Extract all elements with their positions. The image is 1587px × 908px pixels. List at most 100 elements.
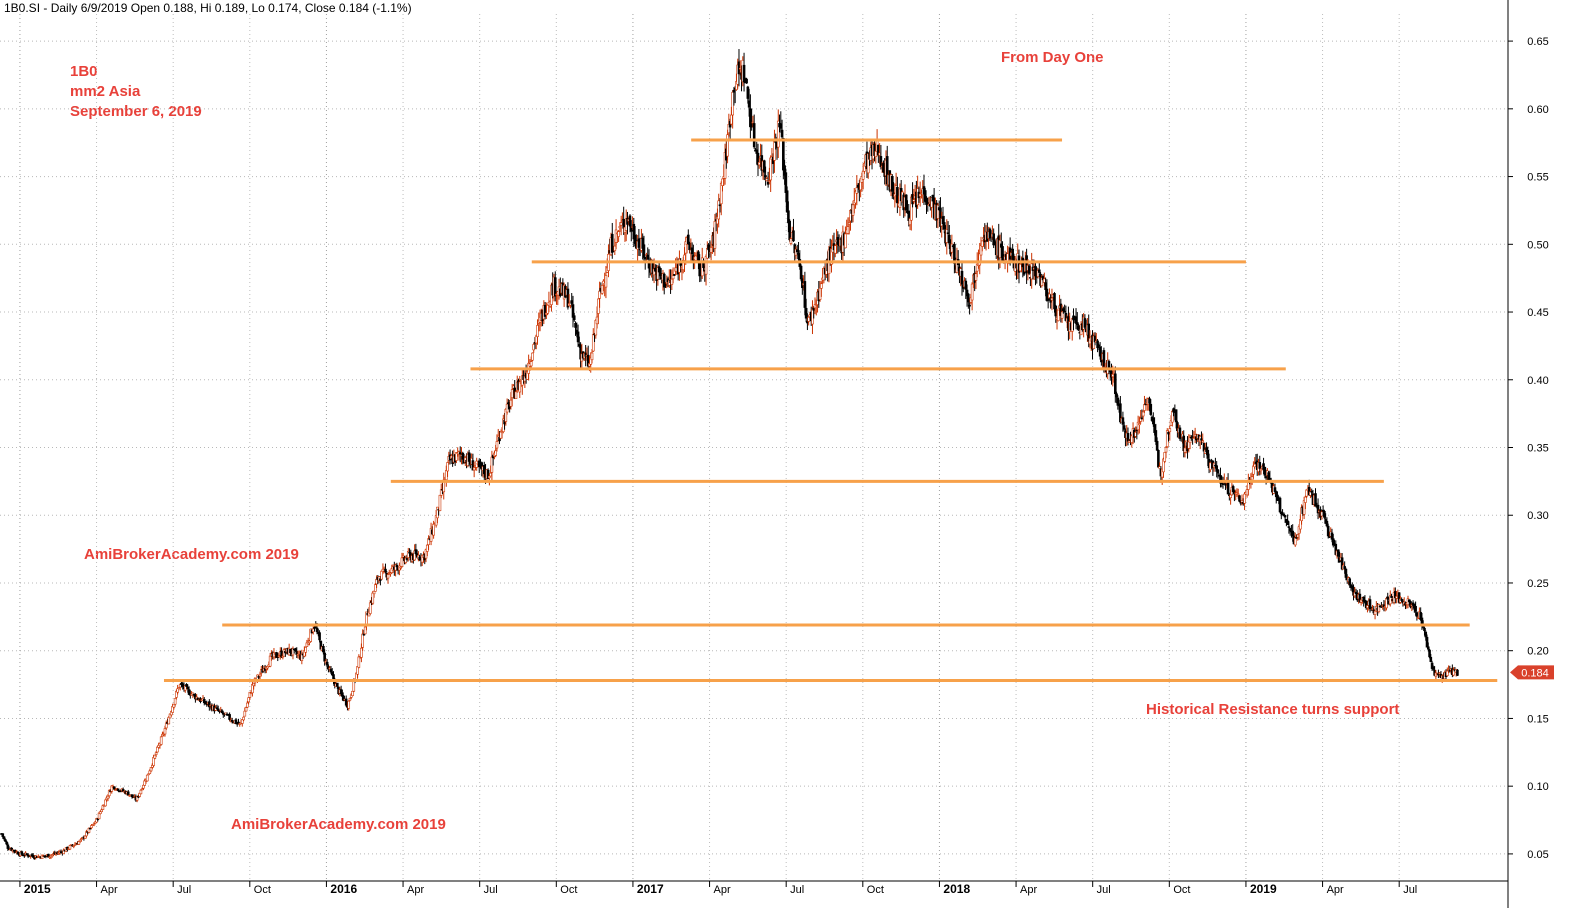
- candle-body: [1044, 282, 1047, 291]
- candle-body: [252, 683, 255, 686]
- y-tick-label: 0.10: [1527, 781, 1548, 793]
- candle-body: [960, 270, 964, 285]
- x-year-label: 2017: [637, 882, 664, 896]
- y-tick-label: 0.25: [1527, 578, 1548, 590]
- candle-body: [1063, 310, 1066, 313]
- candle-body: [811, 308, 814, 325]
- x-month-label: Jul: [790, 884, 804, 896]
- chart-header: 1B0.SI - Daily 6/9/2019 Open 0.188, Hi 0…: [4, 1, 412, 15]
- candle-body: [600, 285, 604, 294]
- candle-body: [1097, 345, 1101, 347]
- candle-body: [1050, 297, 1054, 301]
- candle-body: [904, 194, 908, 211]
- candle-body: [1258, 462, 1262, 469]
- candle-body: [789, 238, 793, 244]
- candle-body: [400, 557, 404, 567]
- candle-body: [309, 628, 313, 642]
- candle-body: [570, 300, 574, 304]
- candle-body: [172, 703, 176, 708]
- candle-body: [763, 160, 766, 173]
- candle-body: [258, 673, 262, 677]
- candle-body: [1278, 497, 1282, 513]
- candle-body: [1140, 417, 1144, 420]
- candle-body: [1221, 483, 1225, 485]
- candle-body: [1304, 496, 1307, 503]
- candle-body: [1423, 627, 1426, 632]
- candle-body: [1, 833, 5, 837]
- candle-body: [818, 287, 822, 300]
- candle-body: [803, 281, 807, 308]
- candle-body: [5, 841, 8, 845]
- candle-body: [617, 231, 620, 237]
- candle-body: [357, 656, 361, 668]
- company-label: mm2 Asia: [70, 83, 141, 100]
- candle-body: [414, 549, 418, 555]
- candle-body: [1425, 636, 1429, 648]
- candle-body: [99, 811, 102, 814]
- candle-body: [1018, 263, 1022, 272]
- candle-body: [1193, 434, 1197, 437]
- candle-body: [230, 720, 234, 722]
- grid-lines: [0, 14, 1508, 881]
- candle-body: [673, 274, 676, 276]
- candle-body: [998, 240, 1002, 258]
- candle-body: [228, 714, 231, 720]
- candle-body: [812, 307, 816, 311]
- x-month-label: Jul: [1403, 884, 1417, 896]
- candle-body: [371, 592, 375, 604]
- candle-body: [614, 229, 618, 243]
- x-month-label: Apr: [714, 884, 731, 896]
- candle-body: [979, 245, 983, 256]
- candle-body: [244, 707, 248, 712]
- candle-body: [717, 200, 721, 220]
- y-tick-label: 0.20: [1527, 646, 1548, 658]
- candle-body: [313, 627, 316, 629]
- candle-body: [401, 555, 405, 558]
- candle-body: [1174, 409, 1178, 423]
- candle-body: [784, 172, 788, 193]
- resistance-lines: [163, 138, 1498, 683]
- candle-body: [243, 710, 247, 717]
- candle-body: [553, 277, 557, 297]
- candle-body: [1209, 462, 1212, 470]
- candle-body: [719, 182, 723, 205]
- candle-body: [780, 129, 784, 138]
- candle-body: [185, 683, 188, 687]
- candle-body: [488, 475, 491, 479]
- candle-body: [980, 240, 984, 247]
- candle-body: [304, 647, 307, 653]
- candle-body: [610, 233, 614, 253]
- watermark-upper: AmiBrokerAcademy.com 2019: [84, 546, 299, 563]
- candle-body: [1027, 265, 1031, 274]
- candle-body: [1326, 525, 1330, 537]
- y-tick-label: 0.60: [1527, 104, 1548, 116]
- candle-body: [776, 120, 780, 148]
- candle-body: [1428, 649, 1431, 658]
- symbol-label: 1B0: [70, 63, 98, 80]
- candle-body: [1155, 440, 1159, 451]
- candle-body: [257, 676, 261, 678]
- candle-body: [896, 187, 899, 204]
- candle-body: [1083, 318, 1087, 328]
- candle-body: [40, 854, 44, 860]
- candle-body: [405, 558, 409, 560]
- candle-body: [745, 78, 748, 84]
- candle-body: [1337, 549, 1340, 557]
- candle-body: [176, 688, 179, 693]
- candle-body: [1343, 566, 1346, 569]
- candle-body: [1314, 493, 1317, 507]
- candle-body: [1325, 520, 1329, 527]
- candle-body: [315, 627, 319, 633]
- candle-body: [737, 61, 741, 75]
- candle-body: [1098, 346, 1102, 357]
- candle-body: [1424, 631, 1428, 638]
- x-month-label: Apr: [101, 884, 118, 896]
- candle-body: [461, 452, 465, 460]
- candle-body: [1158, 466, 1161, 469]
- candle-body: [495, 441, 499, 449]
- candle-body: [766, 181, 770, 185]
- candle-body: [1400, 599, 1403, 601]
- candle-body: [106, 795, 110, 799]
- candle-body: [942, 222, 946, 230]
- candle-body: [1114, 373, 1117, 395]
